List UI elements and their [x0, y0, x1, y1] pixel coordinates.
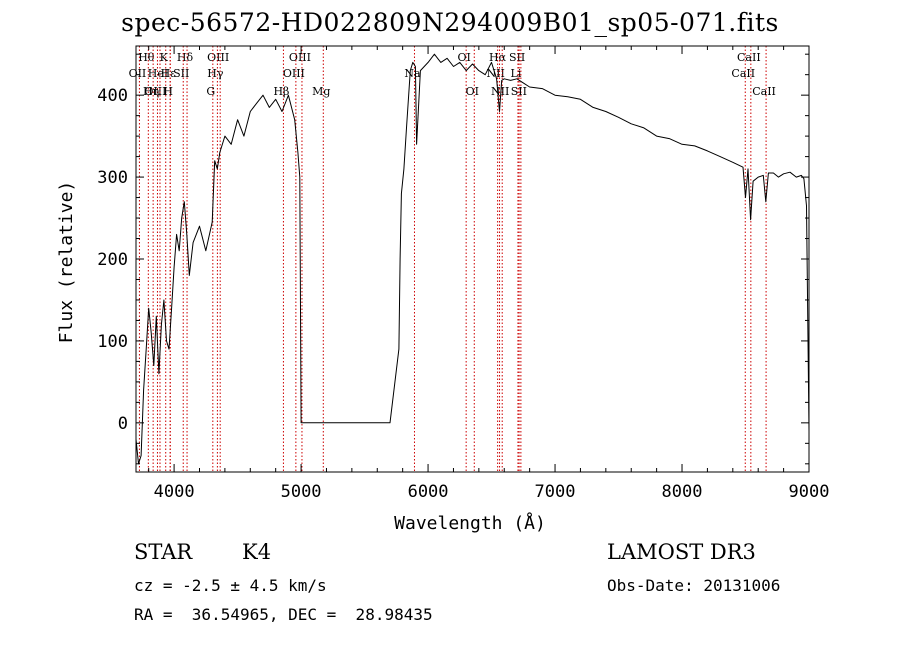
- class-label: STAR: [134, 540, 193, 564]
- line-marker-label: OII: [129, 67, 147, 80]
- x-tick-label: 6000: [408, 482, 449, 502]
- line-marker-label: Li: [511, 67, 522, 80]
- x-tick-label: 4000: [154, 482, 195, 502]
- line-marker-label: SII: [173, 67, 189, 80]
- obs-date: Obs-Date: 20131006: [607, 576, 781, 595]
- line-marker-label: OIII: [289, 51, 311, 64]
- redshift-readout: cz = -2.5 ± 4.5 km/s: [134, 576, 327, 595]
- y-tick-label: 400: [97, 86, 128, 106]
- line-marker-label: OIII: [283, 67, 305, 80]
- chart-title: spec-56572-HD022809N294009B01_sp05-071.f…: [121, 8, 779, 37]
- line-marker-label: NII: [486, 67, 504, 80]
- y-axis-label: Flux (relative): [56, 181, 77, 344]
- line-marker-label: H: [163, 85, 173, 98]
- axis-ticks: 4000 5000 6000 7000 8000 9000 0 100 200 300 400: [97, 46, 829, 502]
- spectrum-series: [135, 53, 810, 465]
- line-marker-label: OIII: [207, 51, 229, 64]
- line-marker-label: Hε: [161, 67, 177, 80]
- line-marker-label: K: [160, 51, 169, 64]
- line-marker-label: NII: [491, 85, 509, 98]
- line-marker-label: OI: [466, 85, 479, 98]
- line-marker-label: CaII: [737, 51, 761, 64]
- subclass-label: K4: [242, 540, 272, 564]
- x-axis-label: Wavelength (Å): [394, 512, 546, 534]
- coordinates: RA = 36.54965, DEC = 28.98435: [134, 605, 433, 624]
- line-marker-label: Hγ: [207, 67, 224, 80]
- x-tick-label: 5000: [281, 482, 322, 502]
- line-marker-label: HeI: [148, 67, 168, 80]
- line-marker-label: Hδ: [177, 51, 194, 64]
- line-marker-label: Hη: [143, 85, 159, 98]
- line-marker-label: OIII: [144, 85, 166, 98]
- line-marker-label: SII: [509, 51, 525, 64]
- y-tick-label: 100: [97, 332, 128, 352]
- line-marker-label: Hθ: [138, 51, 155, 64]
- x-tick-label: 9000: [789, 482, 830, 502]
- line-marker-label: G: [206, 85, 215, 98]
- survey-label: LAMOST DR3: [607, 540, 756, 564]
- y-tick-label: 300: [97, 168, 128, 188]
- plot-frame: [135, 45, 810, 473]
- line-marker-label: CaII: [752, 85, 776, 98]
- y-tick-label: 0: [118, 414, 128, 434]
- line-marker-label: Na: [404, 67, 421, 80]
- line-marker-label: Mg: [312, 85, 330, 98]
- line-marker-label: SII: [511, 85, 527, 98]
- x-tick-label: 7000: [535, 482, 576, 502]
- line-marker-label: OI: [457, 51, 470, 64]
- y-tick-label: 200: [97, 250, 128, 270]
- line-marker-label: CaII: [731, 67, 755, 80]
- x-tick-label: 8000: [662, 482, 703, 502]
- flux-line: [135, 53, 810, 465]
- line-marker-label: Hβ: [273, 85, 289, 98]
